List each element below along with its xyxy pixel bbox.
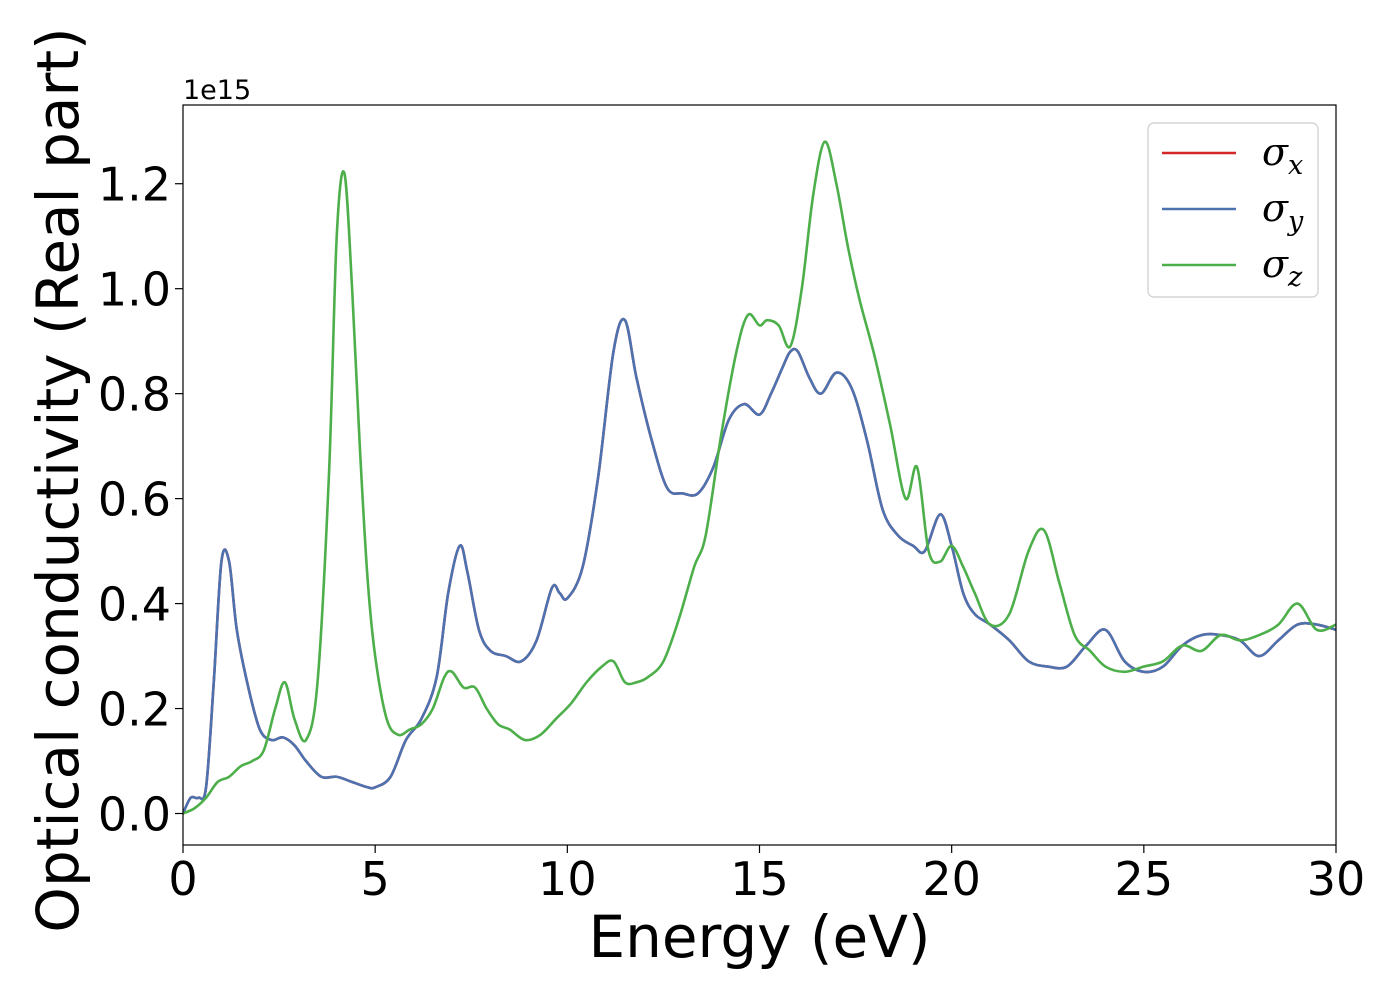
y-axis-offset-text: 1e15 <box>183 75 251 106</box>
y-tick-label: 1.2 <box>98 158 171 212</box>
x-axis-label: Energy (eV) <box>588 903 930 971</box>
legend-label-z: σz <box>1262 242 1303 293</box>
series-layer <box>183 140 1336 815</box>
x-tick-label: 30 <box>1307 852 1366 906</box>
legend-label-x: σx <box>1262 130 1303 181</box>
x-tick-label: 5 <box>361 852 390 906</box>
x-tick-label: 10 <box>538 852 597 906</box>
legend-symbol: σ <box>1262 130 1289 174</box>
y-tick-label: 0.4 <box>98 578 171 632</box>
series-line-y <box>183 317 1336 815</box>
x-tick-label: 20 <box>922 852 981 906</box>
x-tick-label: 15 <box>730 852 789 906</box>
x-axis-ticks: 0 5 10 15 20 25 30 <box>168 845 1365 906</box>
y-tick-label: 0.6 <box>98 473 171 527</box>
y-axis-ticks: 0.0 0.2 0.4 0.6 0.8 1.0 1.2 <box>98 158 183 842</box>
y-tick-label: 0.0 <box>98 788 171 842</box>
y-axis-label: Optical conductivity (Real part) <box>24 27 92 932</box>
legend-symbol: σ <box>1262 186 1289 230</box>
legend-symbol: σ <box>1262 242 1289 286</box>
legend-label-y: σy <box>1262 186 1304 237</box>
series-line-z <box>183 140 1336 815</box>
legend-subscript: z <box>1287 262 1303 293</box>
x-tick-label: 0 <box>168 852 197 906</box>
y-tick-label: 0.8 <box>98 368 171 422</box>
x-tick-label: 25 <box>1115 852 1174 906</box>
y-tick-label: 0.2 <box>98 683 171 737</box>
plot-area <box>183 105 1336 845</box>
legend-subscript: y <box>1287 206 1304 237</box>
legend-subscript: x <box>1288 150 1303 181</box>
y-tick-label: 1.0 <box>98 263 171 317</box>
